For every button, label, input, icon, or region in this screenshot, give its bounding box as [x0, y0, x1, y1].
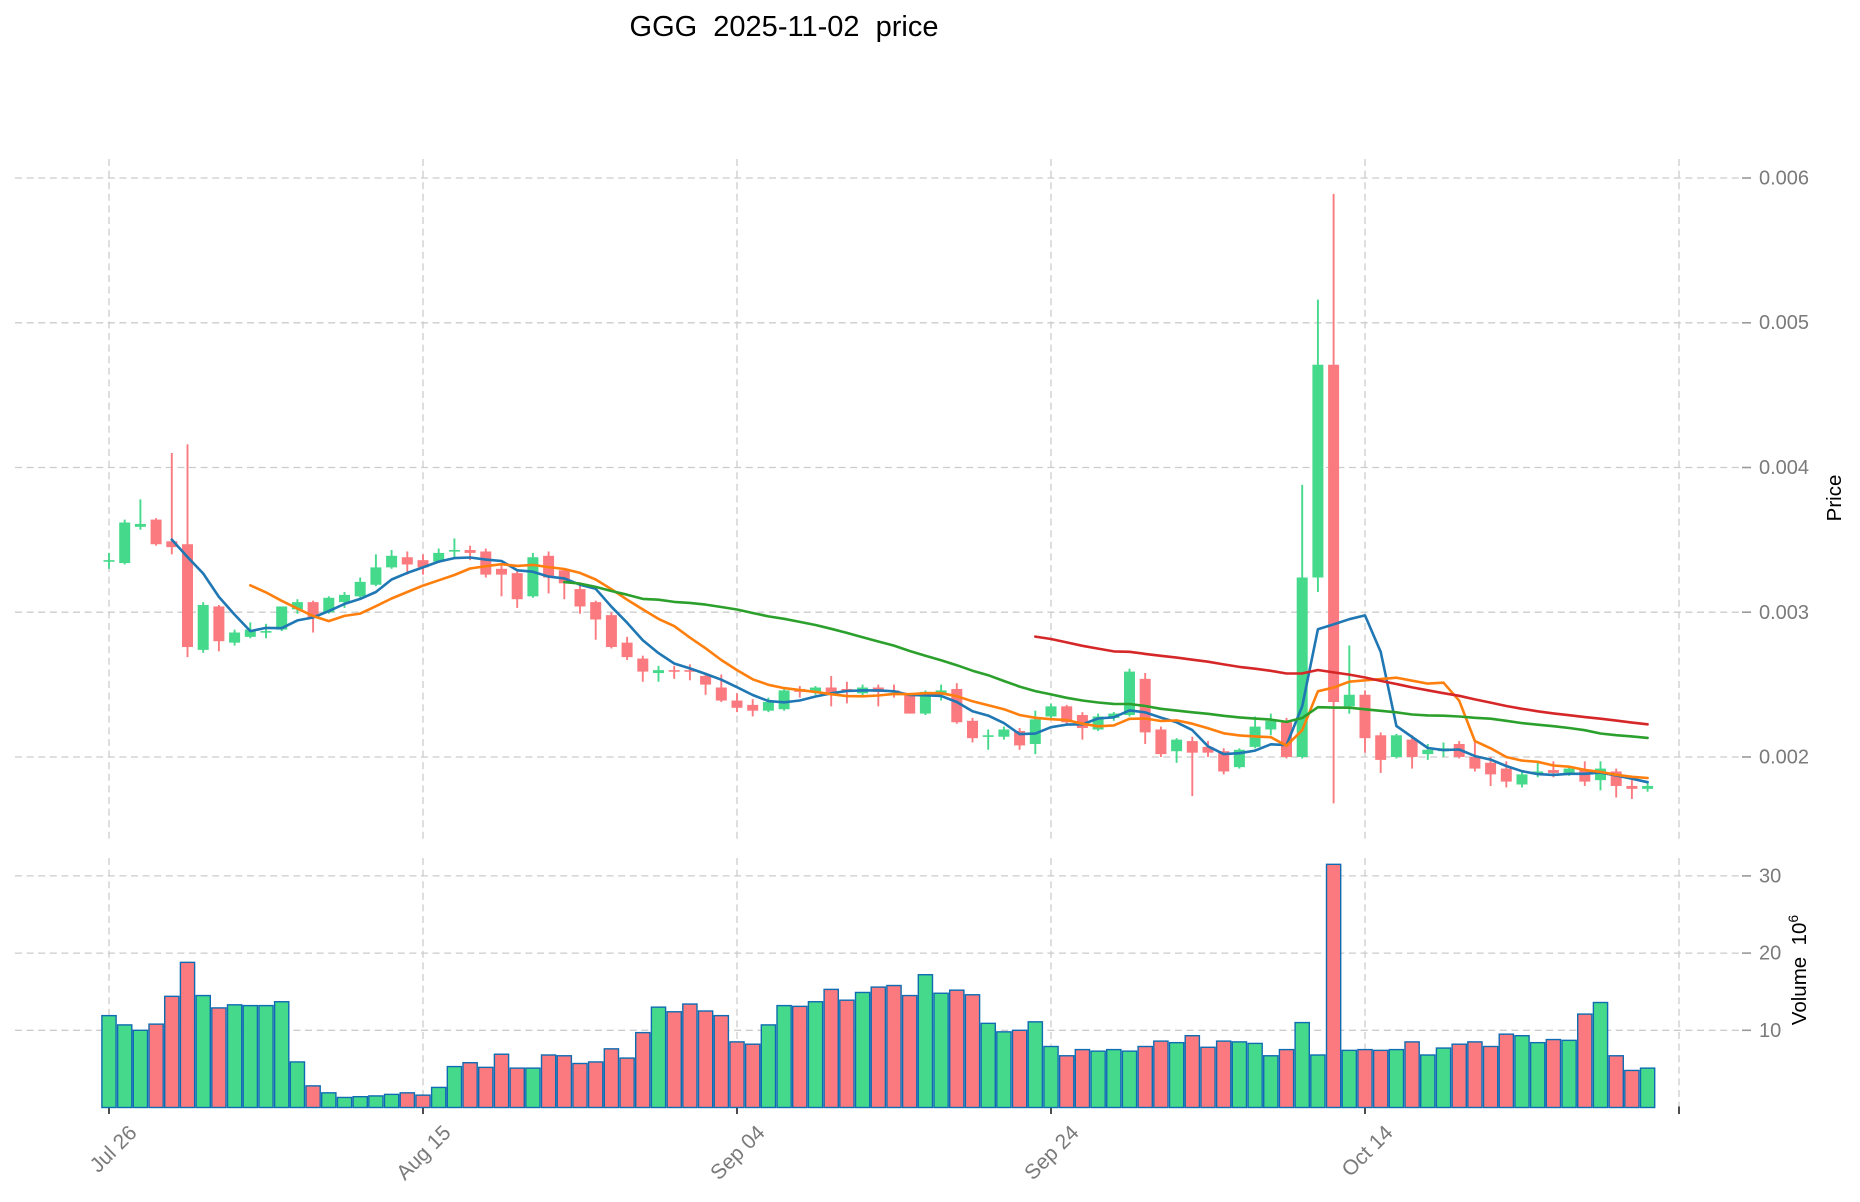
svg-text:30: 30: [1759, 865, 1781, 887]
svg-text:20: 20: [1759, 943, 1781, 965]
svg-text:0.005: 0.005: [1759, 312, 1809, 334]
svg-text:Volume 106: Volume 106: [1785, 915, 1811, 1026]
svg-text:0.003: 0.003: [1759, 602, 1809, 624]
svg-text:10: 10: [1759, 1020, 1781, 1042]
svg-text:Price: Price: [1823, 475, 1846, 522]
svg-text:GGG 2025-11-02 price: GGG 2025-11-02 price: [630, 11, 939, 43]
svg-text:0.002: 0.002: [1759, 747, 1809, 769]
svg-text:0.006: 0.006: [1759, 168, 1809, 190]
svg-text:0.004: 0.004: [1759, 457, 1809, 479]
